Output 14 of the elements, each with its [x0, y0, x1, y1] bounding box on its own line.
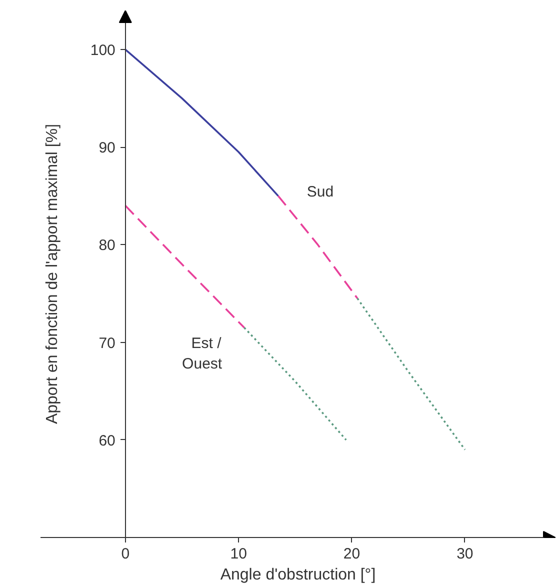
y-tick-label: 60: [98, 432, 116, 450]
y-axis-title: Apport en fonction de l'apport maximal [%]: [44, 124, 61, 424]
x-tick-label: 0: [121, 546, 130, 562]
series-label: Est / Ouest: [182, 334, 223, 372]
x-axis-title: Angle d'obstruction [°]: [220, 566, 376, 584]
line-series: [124, 48, 280, 197]
x-tick-label: 20: [343, 546, 360, 562]
y-tick-label: 80: [98, 237, 116, 254]
x-tick-label: 30: [456, 546, 474, 562]
x-tick-label: 10: [230, 546, 247, 562]
series-label: Sud: [306, 183, 334, 200]
y-tick-label: 70: [98, 334, 116, 352]
y-tick-label: 90: [98, 140, 116, 157]
y-tick-label: 100: [90, 42, 116, 60]
